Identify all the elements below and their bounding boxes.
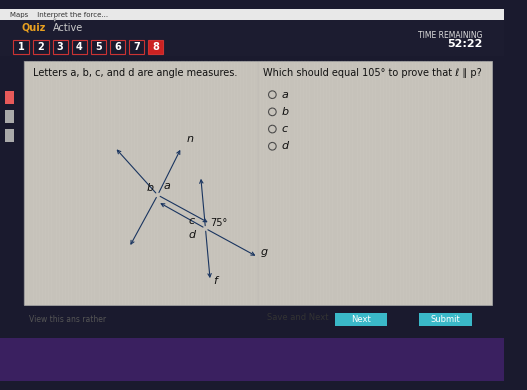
Text: Quiz: Quiz [21, 23, 45, 33]
Text: Submit: Submit [431, 315, 460, 324]
Text: 6: 6 [114, 42, 121, 52]
Bar [0, 9, 504, 20]
Text: Active: Active [53, 23, 83, 33]
Text: Save and Next: Save and Next [267, 313, 329, 322]
Text: a: a [282, 90, 289, 100]
Text: b: b [282, 107, 289, 117]
Text: Next: Next [351, 315, 371, 324]
Bar [53, 40, 68, 53]
Text: d: d [188, 230, 196, 240]
Bar [0, 20, 504, 57]
Text: f: f [213, 276, 217, 286]
Bar [5, 129, 14, 142]
Text: 3: 3 [57, 42, 64, 52]
Bar [110, 40, 125, 53]
Bar [24, 61, 492, 305]
Text: c: c [188, 216, 194, 226]
Text: Letters a, b, c, and d are angle measures.: Letters a, b, c, and d are angle measure… [33, 68, 238, 78]
Bar [33, 40, 48, 53]
Bar [5, 110, 14, 123]
Text: 5: 5 [95, 42, 102, 52]
Bar [13, 40, 28, 53]
Bar [335, 312, 387, 326]
Text: c: c [282, 124, 288, 134]
Text: 2: 2 [38, 42, 44, 52]
Bar [5, 91, 14, 104]
Bar [0, 339, 504, 381]
Text: g: g [261, 247, 268, 257]
Text: b: b [146, 183, 153, 193]
Text: d: d [282, 141, 289, 151]
Text: 8: 8 [152, 42, 159, 52]
Bar [419, 312, 472, 326]
Text: 52:22: 52:22 [447, 39, 483, 49]
Bar [72, 40, 87, 53]
Text: 7: 7 [133, 42, 140, 52]
Text: TIME REMAINING: TIME REMAINING [418, 31, 483, 40]
Text: n: n [187, 135, 193, 144]
Text: Maps    Interpret the force...: Maps Interpret the force... [9, 12, 108, 18]
Text: Which should equal 105° to prove that ℓ ∥ p?: Which should equal 105° to prove that ℓ … [263, 68, 482, 78]
Text: 75°: 75° [210, 218, 228, 228]
Text: ▾: ▾ [53, 17, 56, 23]
Text: a: a [163, 181, 170, 191]
Bar [148, 40, 163, 53]
Bar [129, 40, 144, 53]
Text: 4: 4 [76, 42, 83, 52]
Text: 1: 1 [17, 42, 24, 52]
Bar [91, 40, 106, 53]
Text: View this ans rather: View this ans rather [28, 315, 106, 324]
